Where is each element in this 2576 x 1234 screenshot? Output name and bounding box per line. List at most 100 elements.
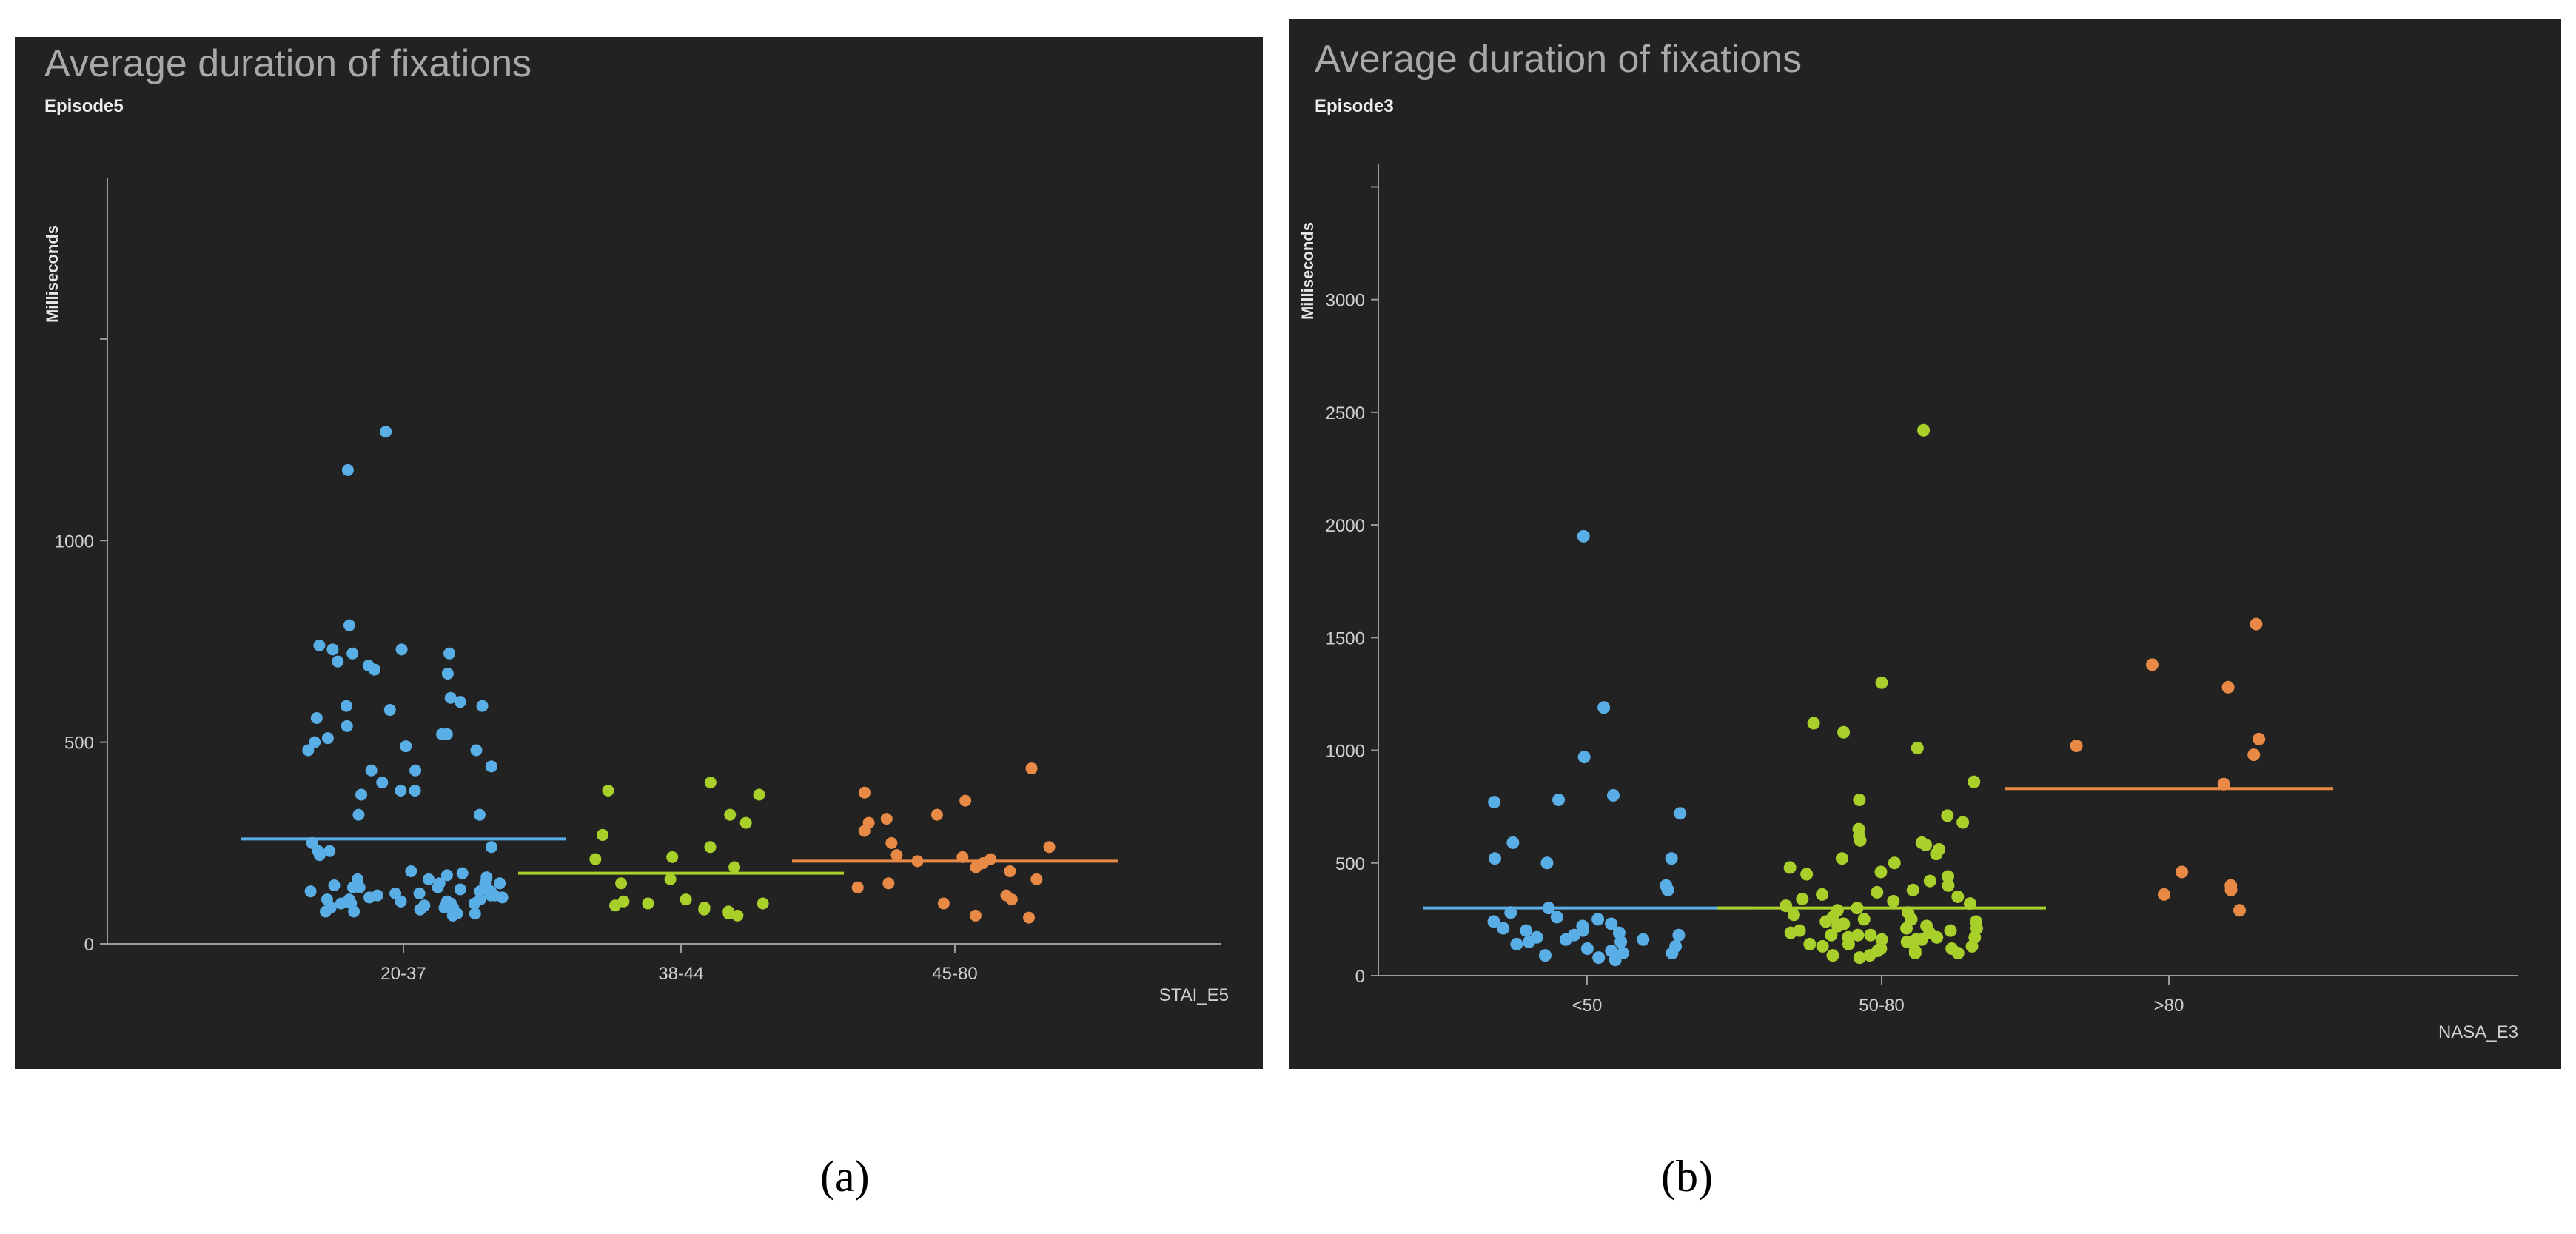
data-point <box>1506 836 1520 849</box>
data-point <box>680 893 692 906</box>
data-point <box>1783 861 1797 874</box>
data-point <box>1559 933 1572 946</box>
data-point <box>368 663 380 676</box>
data-point <box>1606 788 1620 802</box>
data-point <box>1853 794 1866 807</box>
data-point <box>1941 809 1954 822</box>
data-point <box>1787 908 1800 922</box>
data-point <box>704 841 717 854</box>
data-point <box>1923 874 1936 888</box>
data-point <box>1591 913 1605 926</box>
data-point <box>332 655 344 668</box>
data-point <box>1951 947 1965 960</box>
data-point <box>1968 775 1981 788</box>
data-point <box>1930 848 1943 861</box>
data-point <box>666 851 679 863</box>
data-point <box>722 908 735 920</box>
data-point <box>302 744 315 757</box>
data-point <box>1956 816 1970 829</box>
data-point <box>642 897 654 910</box>
data-point <box>470 744 483 757</box>
y-tick-label: 0 <box>1355 967 1365 987</box>
data-point <box>753 788 765 801</box>
data-point <box>1816 939 1829 953</box>
data-point <box>1923 926 1936 939</box>
data-point <box>346 647 359 660</box>
data-point <box>724 808 737 821</box>
y-tick-label: 0 <box>84 935 94 955</box>
data-point <box>395 895 407 908</box>
data-point <box>2070 739 2083 752</box>
data-point <box>1597 701 1611 714</box>
chart-panel-b: Average duration of fixations Episode3 0… <box>1289 19 2561 1069</box>
data-point <box>1487 915 1500 928</box>
data-point <box>1864 928 1877 942</box>
data-point <box>2157 888 2170 901</box>
data-point <box>1030 873 1043 885</box>
data-point <box>446 909 459 922</box>
y-tick-label: 500 <box>1335 854 1365 874</box>
data-point <box>352 808 365 821</box>
data-point <box>341 463 354 476</box>
data-point <box>1577 529 1590 543</box>
data-point <box>1908 947 1922 960</box>
data-point <box>728 861 741 873</box>
chart-panel-a: Average duration of fixations Episode5 0… <box>15 37 1263 1069</box>
data-point <box>1665 852 1678 865</box>
data-point <box>1666 947 1679 960</box>
data-point <box>1857 913 1871 926</box>
data-point <box>937 897 950 910</box>
data-point <box>2247 748 2261 762</box>
data-point <box>469 908 481 920</box>
data-point <box>597 828 609 841</box>
data-point <box>1917 423 1931 437</box>
data-point <box>1919 838 1933 851</box>
data-point <box>1550 911 1563 924</box>
data-point <box>400 740 412 753</box>
data-point <box>609 899 622 912</box>
data-point <box>2145 658 2159 671</box>
data-point <box>485 760 497 773</box>
data-point <box>731 909 744 922</box>
data-point <box>444 691 457 704</box>
data-point <box>1488 852 1501 865</box>
data-point <box>343 619 355 631</box>
x-axis-label: NASA_E3 <box>2438 1022 2518 1042</box>
data-point <box>345 897 358 910</box>
y-tick-label: 2500 <box>1326 403 1365 423</box>
data-point <box>304 885 317 898</box>
data-point <box>739 816 752 829</box>
data-point <box>1497 922 1510 935</box>
data-point <box>959 794 972 807</box>
data-point <box>328 879 341 892</box>
data-point <box>1005 893 1018 906</box>
data-point <box>454 883 466 896</box>
data-point <box>414 903 426 916</box>
data-point <box>1522 935 1535 948</box>
data-point <box>473 808 486 821</box>
data-point <box>664 873 677 885</box>
data-point <box>1023 911 1036 924</box>
data-point <box>1520 924 1533 937</box>
x-tick-label: 38-44 <box>658 964 703 984</box>
data-point <box>1609 953 1622 967</box>
data-point <box>1816 888 1829 901</box>
data-point <box>353 881 366 893</box>
y-tick-label: 500 <box>64 734 94 754</box>
data-point <box>1577 751 1591 764</box>
y-axis-label: Milliseconds <box>43 225 61 323</box>
data-point <box>1580 942 1594 955</box>
y-tick-label: 1000 <box>1326 742 1365 762</box>
x-tick-label: <50 <box>1572 996 1603 1016</box>
chart-title: Average duration of fixations <box>1315 38 1802 81</box>
data-point <box>405 865 417 877</box>
data-point <box>456 867 469 879</box>
data-point <box>1835 852 1848 865</box>
data-point <box>380 426 392 438</box>
data-point <box>1842 937 1855 950</box>
data-point <box>1942 879 1955 892</box>
data-point <box>2176 865 2189 879</box>
data-point <box>485 841 497 854</box>
data-point <box>409 764 422 777</box>
data-point <box>1906 883 1919 896</box>
